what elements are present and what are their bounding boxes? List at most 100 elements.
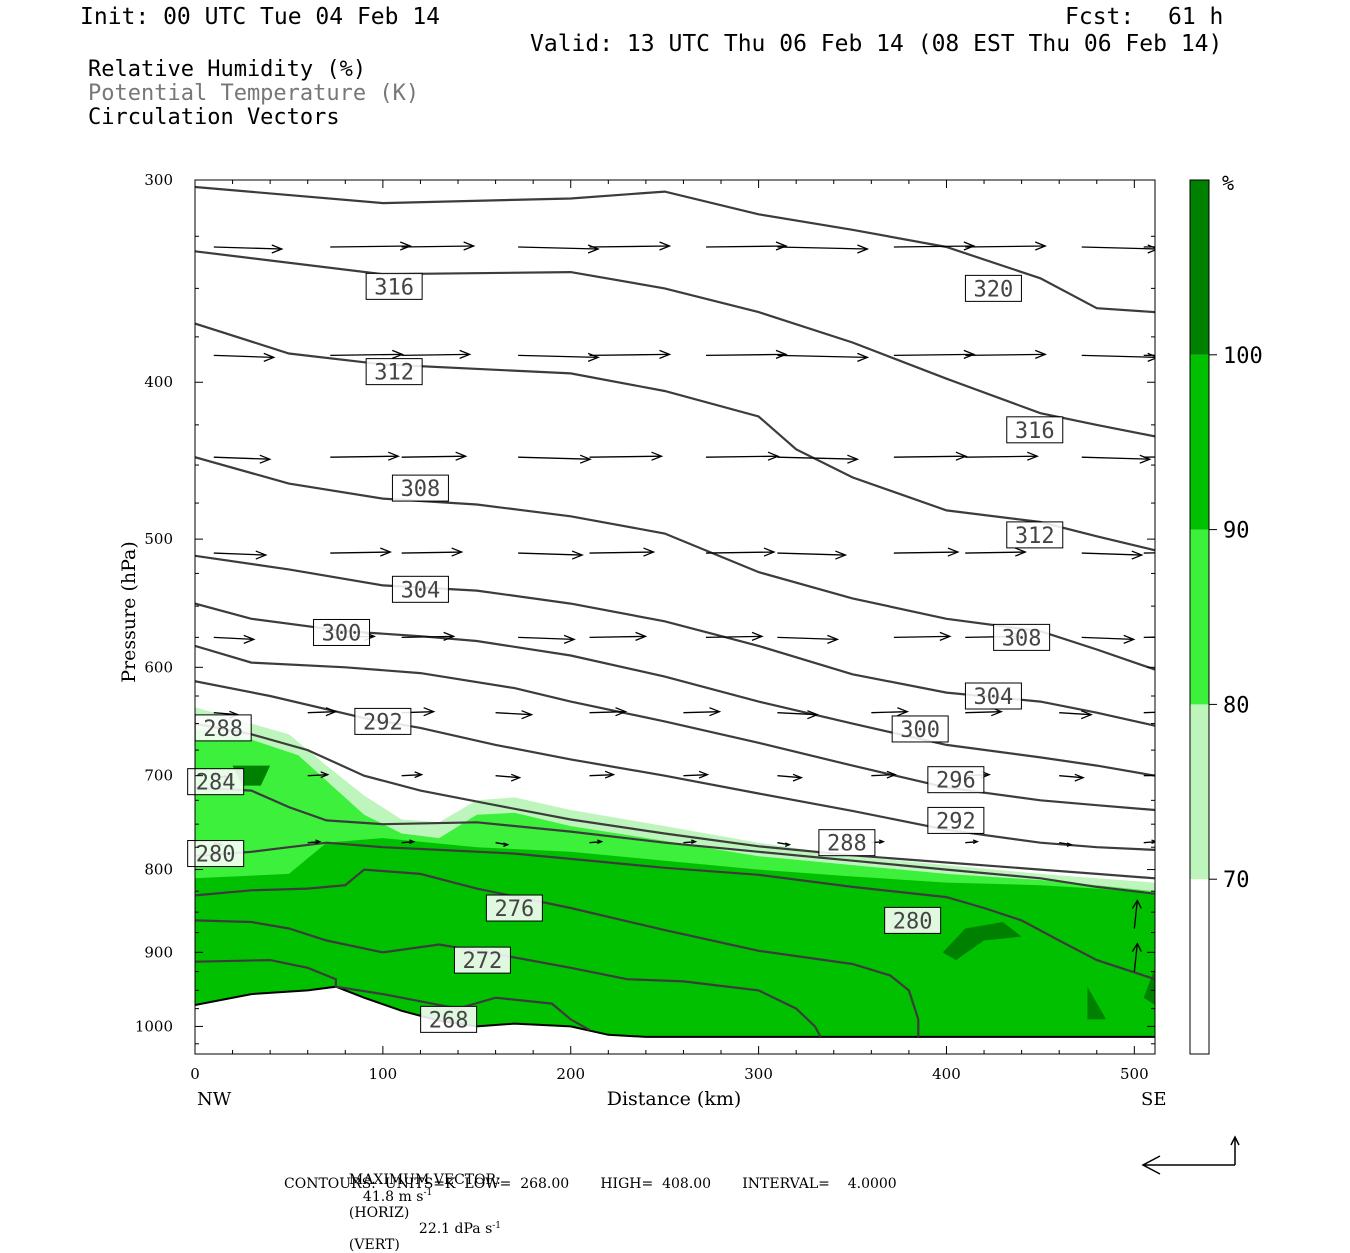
- circulation-vector: [871, 707, 910, 717]
- circulation-vector: [1143, 552, 1155, 554]
- max-vert-unit: (VERT): [348, 1237, 400, 1253]
- circulation-vector: [965, 547, 1028, 557]
- circulation-vector: [1059, 710, 1093, 720]
- theta-contour-296: [195, 644, 1155, 812]
- x-axis-label: Distance (km): [607, 1088, 742, 1110]
- cross-section-chart: 320 316 312 316 308 312 304 300 308 304 292 288 300 2…: [118, 171, 1263, 1175]
- contour-label: 292: [354, 707, 412, 735]
- circulation-vector: [589, 839, 604, 844]
- circulation-vector: [401, 631, 456, 641]
- contour-label: 288: [818, 829, 876, 857]
- circulation-vector: [1143, 711, 1155, 714]
- contour-label: 316: [365, 272, 423, 300]
- x-tick-label: 200: [556, 1065, 585, 1083]
- theta-contour-280: [195, 841, 1155, 981]
- circulation-vector: [1143, 839, 1155, 844]
- x-tick-label: 400: [932, 1065, 961, 1083]
- svg-text:300: 300: [322, 621, 362, 646]
- circulation-vector: [965, 241, 1048, 251]
- circulation-vector: [495, 773, 522, 782]
- circulation-vector: [589, 707, 628, 717]
- colorbar-segment: [1190, 180, 1209, 355]
- x-end-label-se: SE: [1141, 1089, 1166, 1110]
- svg-text:284: 284: [196, 771, 236, 796]
- svg-text:308: 308: [1002, 626, 1042, 651]
- circulation-vector: [589, 451, 664, 461]
- circulation-vector: [589, 349, 672, 359]
- circulation-vector: [1081, 244, 1155, 254]
- colorbar-frame: [1189, 179, 1210, 1055]
- circulation-vector: [965, 451, 1040, 461]
- contour-label: 312: [365, 358, 423, 386]
- forecast-hour: 61 h: [1168, 4, 1224, 30]
- circulation-vector: [330, 241, 413, 251]
- valid-time: Valid: 13 UTC Thu 06 Feb 14 (08 EST Thu …: [530, 31, 1223, 57]
- x-tick-label: 100: [369, 1065, 398, 1083]
- circulation-vector: [401, 547, 464, 557]
- svg-text:316: 316: [374, 275, 414, 300]
- circulation-vector: [965, 839, 980, 844]
- circulation-vector: [330, 451, 401, 461]
- circulation-vector: [307, 707, 338, 717]
- circulation-vector: [213, 244, 284, 254]
- x-tick-label: 500: [1120, 1065, 1149, 1083]
- colorbar-tick-label: 80: [1223, 693, 1250, 718]
- circulation-vector: [1143, 636, 1155, 639]
- y-tick-label: 700: [144, 767, 173, 785]
- contour-label: 268: [420, 1005, 478, 1033]
- contour-label: 312: [1006, 521, 1064, 549]
- contour-label: 280: [187, 840, 245, 868]
- circulation-vector: [1131, 942, 1142, 972]
- circulation-vector: [589, 770, 616, 779]
- circulation-vector: [401, 771, 424, 779]
- circulation-vector: [1143, 246, 1155, 248]
- svg-text:276: 276: [494, 897, 534, 922]
- circulation-vector: [705, 349, 788, 359]
- circulation-vector: [705, 451, 780, 461]
- y-tick-label: 400: [144, 373, 173, 391]
- circulation-vector: [1081, 454, 1152, 464]
- y-axis-label: Pressure (hPa): [118, 541, 140, 683]
- svg-text:292: 292: [936, 809, 976, 834]
- y-tick-label: 900: [144, 943, 173, 961]
- svg-text:300: 300: [900, 718, 940, 743]
- circulation-vector: [589, 547, 656, 557]
- contour-label: 272: [453, 946, 511, 974]
- contours-footer: CONTOURS: UNITS=K LOW= 268.00 HIGH= 408.…: [284, 1176, 897, 1192]
- contour-label: 280: [884, 906, 942, 934]
- contour-label: 304: [964, 682, 1022, 710]
- contour-label: 300: [891, 715, 949, 743]
- contour-label: 304: [391, 575, 449, 603]
- circulation-vector: [777, 842, 792, 847]
- circulation-vector: [213, 454, 272, 464]
- svg-text:288: 288: [203, 717, 243, 742]
- svg-text:304: 304: [974, 685, 1014, 710]
- circulation-vector: [401, 451, 468, 461]
- circulation-vector: [495, 710, 534, 720]
- circulation-vector: [705, 547, 776, 557]
- max-horiz-unit: (HORIZ): [348, 1204, 410, 1221]
- circulation-vector: [518, 352, 600, 362]
- circulation-vector: [777, 454, 860, 464]
- theta-contour-268: [195, 958, 591, 1031]
- circulation-vector: [518, 550, 584, 560]
- contour-label: 300: [313, 618, 371, 646]
- circulation-vector: [705, 241, 788, 251]
- circulation-vector: [589, 631, 648, 641]
- circulation-vector: [893, 349, 976, 359]
- contour-label: 320: [964, 274, 1022, 302]
- circulation-vector: [683, 707, 722, 717]
- circulation-vector: [589, 241, 672, 251]
- svg-text:316: 316: [1015, 419, 1055, 444]
- svg-text:292: 292: [363, 710, 403, 735]
- circulation-vector: [213, 550, 268, 560]
- circulation-vector: [213, 634, 256, 644]
- colorbar-tick-label: 70: [1223, 868, 1250, 893]
- circulation-vector: [1059, 773, 1085, 782]
- circulation-vector: [1131, 899, 1142, 929]
- circulation-vector: [777, 352, 870, 362]
- x-tick-label: 0: [190, 1065, 200, 1083]
- x-end-label-nw: NW: [197, 1089, 232, 1110]
- circulation-vector: [871, 770, 898, 779]
- circulation-vector: [777, 550, 848, 560]
